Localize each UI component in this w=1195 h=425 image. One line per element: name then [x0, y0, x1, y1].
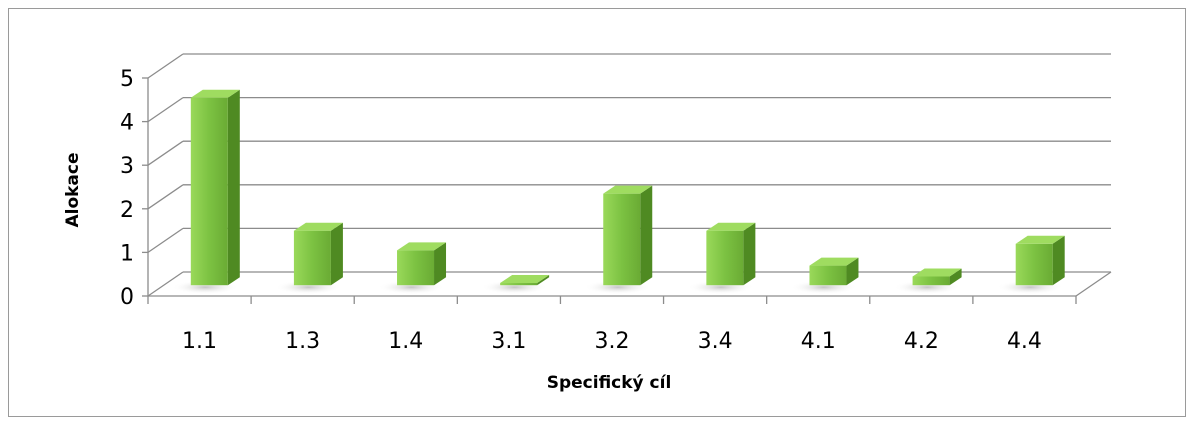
bar-front [293, 230, 331, 286]
tick-labels: 0 1 2 3 4 5 1.1 1.3 1.4 3.1 3.2 3.4 4.1 4.2 4.4 [120, 67, 1042, 354]
y-tick-label: 0 [120, 285, 134, 310]
bar-top [500, 275, 550, 284]
x-tick-label: 1.1 [182, 329, 217, 354]
x-tick-label: 3.1 [491, 329, 526, 354]
bar-4.2 [893, 268, 962, 295]
x-axis-title: Specifický cíl [547, 373, 672, 393]
x-tick-label: 1.4 [388, 329, 423, 354]
gridline-depth [147, 53, 184, 79]
bar-1.1 [172, 89, 240, 295]
bar-top [603, 185, 653, 194]
bar-front [190, 97, 228, 286]
y-tick-label: 2 [120, 198, 134, 223]
bar-side [1052, 235, 1065, 286]
bar-front [500, 283, 538, 286]
x-tick-label: 3.2 [595, 329, 630, 354]
bar-side [640, 185, 653, 286]
bar-top [706, 222, 756, 231]
bar-4.1 [790, 257, 859, 295]
axes [142, 77, 1112, 304]
bar-side [743, 222, 756, 286]
bar-3.4 [687, 222, 756, 295]
x-tick-label: 4.4 [1007, 329, 1042, 354]
gridline-depth [147, 97, 184, 123]
bar-side [227, 89, 240, 286]
gridline-depth [147, 271, 184, 297]
y-tick-label: 4 [120, 111, 134, 136]
gridline-depth [147, 184, 184, 210]
y-tick-label: 5 [120, 67, 134, 92]
bar-side [434, 242, 447, 286]
bar-front [397, 250, 435, 286]
y-tick-label: 1 [120, 241, 134, 266]
gridline-depth [147, 227, 184, 253]
x-tick-label: 3.4 [698, 329, 733, 354]
bar-top [809, 257, 859, 266]
bar-top [190, 89, 240, 98]
bar-3.2 [584, 185, 653, 295]
bar-front [706, 230, 744, 286]
bar-1.4 [378, 242, 447, 295]
y-axis-title: Alokace [63, 152, 83, 227]
floor-edge [1075, 271, 1112, 297]
bar-front [809, 265, 847, 286]
bar-side [846, 257, 859, 286]
bar-side [949, 268, 962, 286]
bar-top [293, 222, 343, 231]
bar-front [912, 276, 950, 286]
bar-4.4 [996, 235, 1065, 295]
bar-front [603, 193, 641, 286]
bar-1.3 [275, 222, 343, 295]
x-tick-label: 4.1 [801, 329, 836, 354]
bar-top [912, 268, 962, 277]
y-tick-label: 3 [120, 154, 134, 179]
gridline-depth [147, 140, 184, 166]
bar-top [397, 242, 447, 251]
bar-3.1 [481, 275, 550, 295]
bar-front [1015, 243, 1053, 286]
bars [172, 89, 1065, 295]
bar-side [330, 222, 343, 286]
bar-top [1015, 235, 1065, 244]
bar-side [537, 275, 550, 286]
x-tick-label: 1.3 [285, 329, 320, 354]
x-tick-label: 4.2 [904, 329, 939, 354]
